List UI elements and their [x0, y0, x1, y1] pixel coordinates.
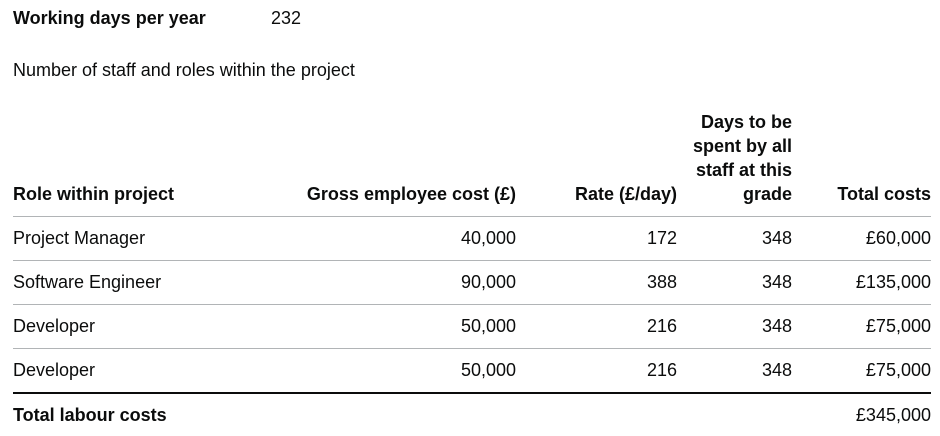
total-labour-value: £345,000	[792, 392, 931, 436]
cell-rate: 216	[516, 348, 677, 394]
cell-gross-cost: 90,000	[203, 260, 516, 305]
table-row: Developer 50,000 216 348 £75,000	[13, 348, 931, 394]
cell-gross-cost: 50,000	[203, 304, 516, 349]
table-row: Developer 50,000 216 348 £75,000	[13, 304, 931, 349]
cell-role: Project Manager	[13, 216, 203, 261]
cell-role: Developer	[13, 348, 203, 394]
cell-days: 348	[677, 216, 792, 261]
working-days-label: Working days per year	[13, 8, 206, 28]
header-gross-cost: Gross employee cost (£)	[203, 110, 516, 217]
working-days-summary: Working days per year 232	[13, 8, 301, 32]
cell-total-cost: £75,000	[792, 304, 931, 349]
total-row: Total labour costs £345,000	[13, 392, 931, 436]
cell-gross-cost: 50,000	[203, 348, 516, 394]
cell-role: Developer	[13, 304, 203, 349]
cell-gross-cost: 40,000	[203, 216, 516, 261]
table-row: Project Manager 40,000 172 348 £60,000	[13, 216, 931, 261]
staff-roles-caption: Number of staff and roles within the pro…	[13, 60, 355, 80]
header-role: Role within project	[13, 110, 203, 217]
header-days-label: Days to be spent by all staff at this gr…	[692, 112, 792, 204]
cell-days: 348	[677, 304, 792, 349]
cell-role: Software Engineer	[13, 260, 203, 305]
cell-total-cost: £75,000	[792, 348, 931, 394]
total-labour-label: Total labour costs	[13, 392, 792, 436]
cell-rate: 388	[516, 260, 677, 305]
header-days: Days to be spent by all staff at this gr…	[677, 110, 792, 217]
header-total-costs: Total costs	[792, 110, 931, 217]
table-row: Software Engineer 90,000 388 348 £135,00…	[13, 260, 931, 305]
table-header-row: Role within project Gross employee cost …	[13, 110, 931, 217]
cell-days: 348	[677, 260, 792, 305]
cell-days: 348	[677, 348, 792, 394]
cell-total-cost: £60,000	[792, 216, 931, 261]
working-days-value: 232	[271, 8, 302, 28]
cell-rate: 216	[516, 304, 677, 349]
cell-rate: 172	[516, 216, 677, 261]
header-rate: Rate (£/day)	[516, 110, 677, 217]
cell-total-cost: £135,000	[792, 260, 931, 305]
labour-costs-table: Role within project Gross employee cost …	[13, 110, 931, 436]
